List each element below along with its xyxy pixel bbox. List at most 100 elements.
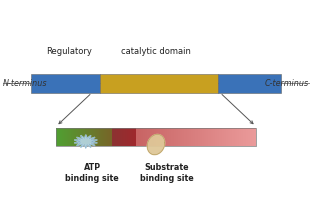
Bar: [133, 128, 134, 146]
Bar: [93, 128, 95, 146]
Text: Regulatory: Regulatory: [46, 47, 92, 56]
Bar: [122, 128, 123, 146]
Bar: [217, 128, 218, 146]
Bar: [248, 128, 249, 146]
Bar: [161, 128, 162, 146]
Bar: [71, 128, 72, 146]
Bar: [56, 128, 57, 146]
Bar: [82, 128, 83, 146]
Bar: [97, 128, 98, 146]
Bar: [226, 128, 227, 146]
Bar: [58, 128, 60, 146]
Bar: [155, 128, 156, 146]
Bar: [139, 128, 140, 146]
Bar: [169, 128, 170, 146]
Bar: [68, 128, 70, 146]
Bar: [56, 128, 256, 146]
Bar: [205, 128, 206, 146]
Bar: [75, 128, 76, 146]
Bar: [148, 128, 149, 146]
Bar: [132, 128, 133, 146]
Bar: [175, 128, 176, 146]
Bar: [59, 128, 61, 146]
Bar: [74, 128, 76, 146]
Bar: [123, 128, 124, 146]
Bar: [174, 128, 175, 146]
Bar: [206, 128, 207, 146]
Bar: [116, 128, 117, 146]
Bar: [208, 128, 209, 146]
Bar: [158, 128, 159, 146]
Bar: [238, 128, 239, 146]
Bar: [190, 128, 191, 146]
Bar: [179, 128, 180, 146]
Bar: [104, 128, 105, 146]
Bar: [85, 128, 86, 146]
Bar: [112, 128, 113, 146]
Bar: [164, 128, 165, 146]
Bar: [162, 128, 163, 146]
Bar: [223, 128, 224, 146]
Bar: [232, 128, 233, 146]
Bar: [235, 128, 236, 146]
Bar: [225, 128, 226, 146]
Bar: [137, 128, 138, 146]
Bar: [159, 128, 160, 146]
Bar: [57, 128, 58, 146]
Bar: [79, 128, 80, 146]
Bar: [198, 128, 199, 146]
Bar: [157, 128, 158, 146]
Text: ATP
binding site: ATP binding site: [65, 163, 119, 183]
Bar: [127, 128, 128, 146]
Bar: [146, 128, 147, 146]
Bar: [249, 128, 250, 146]
Bar: [63, 128, 65, 146]
Bar: [253, 128, 254, 146]
Bar: [167, 128, 168, 146]
Bar: [129, 128, 130, 146]
Bar: [212, 128, 213, 146]
Bar: [243, 128, 244, 146]
Bar: [60, 128, 61, 146]
Bar: [231, 128, 232, 146]
Bar: [199, 128, 200, 146]
Bar: [144, 128, 145, 146]
Bar: [181, 128, 182, 146]
Bar: [90, 128, 91, 146]
Bar: [184, 128, 185, 146]
Bar: [76, 128, 77, 146]
Bar: [178, 128, 179, 146]
Bar: [255, 128, 256, 146]
Bar: [143, 128, 144, 146]
Bar: [89, 128, 90, 146]
Bar: [246, 128, 247, 146]
Bar: [182, 128, 183, 146]
Bar: [141, 128, 142, 146]
Bar: [171, 128, 172, 146]
Bar: [168, 128, 169, 146]
Bar: [108, 128, 110, 146]
Bar: [233, 128, 234, 146]
Bar: [138, 128, 139, 146]
Bar: [101, 128, 102, 146]
Bar: [130, 128, 131, 146]
Bar: [242, 128, 243, 146]
Bar: [241, 128, 242, 146]
Bar: [191, 128, 192, 146]
Bar: [209, 128, 210, 146]
Bar: [251, 128, 252, 146]
Bar: [113, 128, 115, 146]
Bar: [64, 128, 66, 146]
Bar: [194, 128, 195, 146]
Bar: [172, 128, 173, 146]
Bar: [69, 128, 71, 146]
Bar: [134, 128, 135, 146]
Bar: [252, 128, 253, 146]
Bar: [88, 128, 90, 146]
Bar: [200, 128, 201, 146]
Bar: [94, 128, 95, 146]
Bar: [250, 128, 251, 146]
Bar: [67, 128, 68, 146]
Bar: [202, 128, 203, 146]
Bar: [118, 128, 119, 146]
